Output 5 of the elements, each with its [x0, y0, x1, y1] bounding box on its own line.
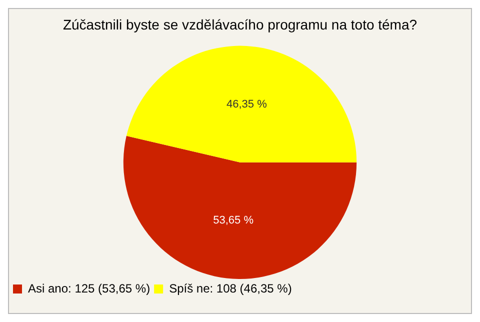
chart-title: Zúčastnili byste se vzdělávacího programu na toto téma?	[62, 16, 418, 32]
legend-label: Asi ano: 125 (53,65 %)	[28, 281, 150, 296]
data-label: 53,65 %	[213, 214, 254, 226]
legend-label: Spíš ne: 108 (46,35 %)	[169, 281, 292, 296]
data-label: 46,35 %	[226, 98, 268, 111]
